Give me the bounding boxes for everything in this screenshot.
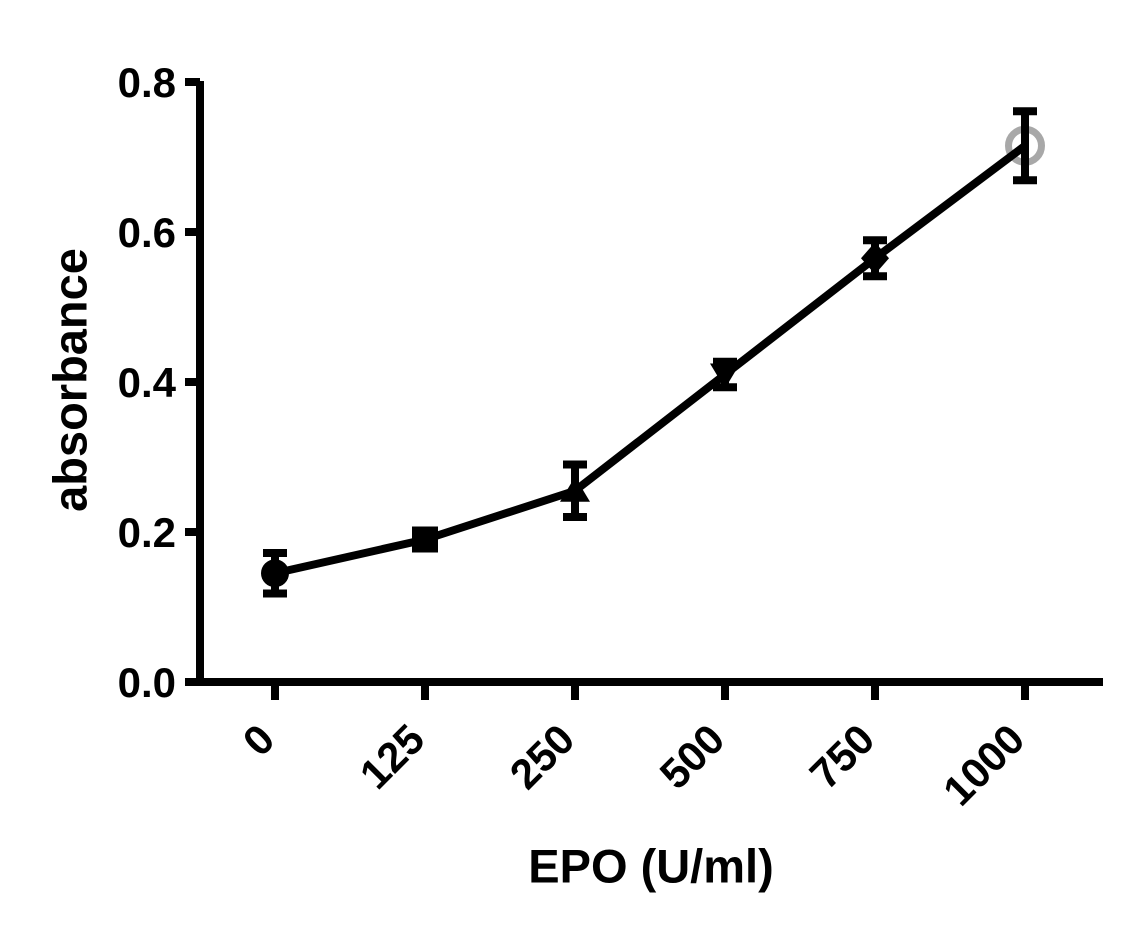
x-tick-label: 500	[651, 715, 734, 798]
data-point-circle	[261, 559, 289, 588]
x-tick-label: 750	[801, 715, 884, 798]
x-tick-label: 1000	[934, 715, 1033, 814]
data-point-triangle-down	[710, 363, 740, 389]
axis-lines	[196, 81, 1103, 686]
y-tick-label: 0.6	[118, 209, 176, 256]
y-tick-label: 0.8	[118, 59, 176, 106]
x-tick-label: 125	[351, 715, 434, 798]
y-axis-title: absorbance	[43, 248, 97, 512]
series-line	[274, 142, 1028, 578]
data-point-diamond	[861, 242, 889, 275]
x-axis-title: EPO (U/ml)	[528, 839, 774, 893]
y-tick-label: 0.0	[118, 659, 176, 706]
y-tick-label: 0.4	[118, 359, 177, 406]
x-tick-label: 250	[501, 715, 584, 798]
data-point-triangle-up	[560, 476, 590, 502]
data-point-square	[412, 526, 438, 553]
y-tick-label: 0.2	[118, 509, 176, 556]
x-tick-label: 0	[234, 715, 284, 765]
